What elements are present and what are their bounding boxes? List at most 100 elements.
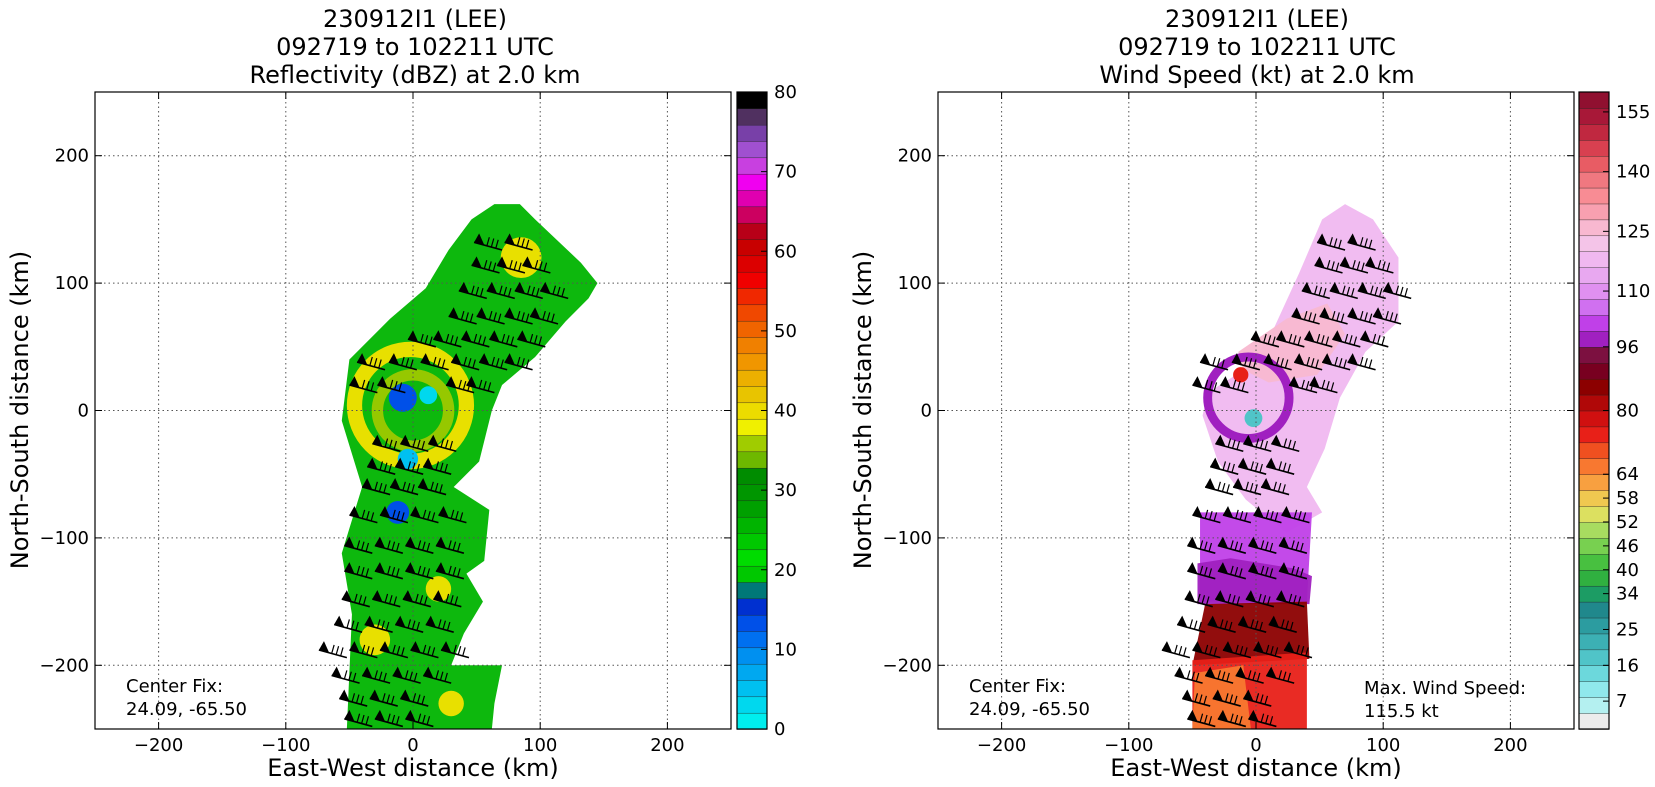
barb-feather — [1266, 542, 1269, 551]
barb-feather — [472, 286, 475, 295]
barb-feather — [412, 621, 415, 630]
center-fix-value: 24.09, -65.50 — [969, 699, 1090, 720]
barb-flag — [395, 615, 406, 628]
wind-barb — [433, 590, 461, 607]
barb-flag — [1347, 353, 1358, 365]
barb-feather — [1342, 286, 1345, 295]
barb-feather — [367, 381, 370, 390]
wind-barb — [319, 641, 347, 658]
wind-barb — [438, 506, 466, 523]
barb-feather — [447, 622, 450, 631]
barb-feather — [402, 647, 405, 656]
barb-flag — [433, 590, 444, 602]
barb-feather — [1213, 357, 1216, 366]
barb-feather — [498, 314, 501, 323]
wind-barb — [1223, 506, 1251, 523]
wind-barb — [1175, 666, 1203, 684]
barb-feather — [445, 673, 448, 682]
barb-flag — [1205, 478, 1216, 490]
barb-flag — [1187, 536, 1198, 549]
barb-shaft — [344, 571, 372, 579]
x-tick-label: −100 — [261, 735, 310, 756]
barb-feather — [1227, 463, 1230, 472]
colorbar-segment — [736, 598, 768, 616]
barb-feather — [382, 693, 385, 702]
wind-barb — [522, 256, 550, 273]
barb-feather — [440, 463, 443, 472]
barb-shaft — [405, 546, 433, 554]
colorbar-tick-label: 46 — [1616, 536, 1639, 557]
barb-feather — [514, 261, 517, 270]
barb-flag — [405, 562, 416, 574]
barb-feather — [389, 595, 392, 604]
barb-flag — [1266, 666, 1277, 679]
barb-feather — [522, 312, 525, 321]
barb-shaft — [423, 675, 451, 683]
barb-flag — [1278, 536, 1290, 549]
barb-feather — [391, 696, 394, 705]
barb-flag — [489, 330, 500, 342]
barb-feather — [1383, 261, 1386, 270]
wind-barb — [1246, 590, 1274, 607]
barb-feather — [1365, 239, 1368, 248]
colorbar-segment — [736, 663, 768, 681]
barb-feather — [1330, 237, 1333, 246]
barb-feather — [1273, 337, 1276, 346]
x-tick-label: 100 — [1366, 735, 1400, 756]
barb-flag — [423, 457, 434, 470]
barb-flag — [1383, 281, 1394, 294]
barb-feather — [384, 463, 387, 472]
barb-shaft — [1279, 546, 1307, 554]
barb-feather — [1248, 670, 1251, 679]
barb-shaft — [1266, 675, 1294, 683]
barb-flag — [367, 457, 378, 470]
barb-feather — [1261, 540, 1264, 549]
barb-feather — [1283, 484, 1286, 493]
wind-barb — [1266, 666, 1294, 684]
wind-barb — [1223, 641, 1251, 658]
barb-flag — [379, 641, 391, 653]
colorbar-segment — [1578, 410, 1610, 428]
chart-title-line1: 230912I1 (LEE) — [1165, 5, 1349, 33]
barb-feather — [438, 358, 441, 367]
barb-feather — [1322, 335, 1325, 344]
x-tick-label: 0 — [407, 735, 418, 756]
barb-feather — [1235, 567, 1238, 576]
barb-feather — [402, 512, 405, 521]
center-fix-label: Center Fix: — [969, 676, 1066, 697]
barb-feather — [410, 672, 413, 681]
barb-flag — [1301, 281, 1312, 294]
wind-barb — [428, 434, 456, 452]
barb-flag — [1253, 506, 1264, 518]
barb-feather — [1351, 288, 1354, 297]
wind-barb — [505, 353, 533, 370]
axis-ticks: −200 −100 0 100 200 −200 −100 0 100 200 — [883, 92, 1574, 756]
barb-flag — [400, 434, 411, 447]
barb-feather — [413, 693, 416, 702]
barb-shaft — [344, 719, 372, 727]
colorbar-segment — [736, 271, 768, 289]
colorbar-tick-label: 34 — [1616, 584, 1639, 605]
colorbar-segment — [1578, 362, 1610, 380]
barb-feather — [1260, 464, 1263, 473]
wind-barb — [459, 281, 487, 299]
barb-feather — [501, 360, 504, 369]
barb-feather — [366, 543, 369, 552]
barb-shaft — [395, 625, 423, 633]
colorbar-tick-label: 10 — [774, 639, 797, 660]
barb-feather — [1187, 670, 1190, 679]
barb-feather — [417, 622, 420, 631]
barb-feather — [534, 335, 537, 344]
wind-barb — [400, 434, 428, 452]
colorbar-segment — [736, 353, 768, 371]
reflectivity-colorbar: 0 10 20 30 40 50 60 70 80 — [736, 82, 797, 740]
barb-feather — [407, 483, 410, 492]
barb-shaft — [530, 316, 558, 324]
wind-barb — [1205, 478, 1233, 495]
barb-shaft — [1233, 487, 1261, 495]
barb-feather — [493, 263, 496, 272]
barb-shaft — [1205, 487, 1233, 495]
barb-feather — [446, 594, 449, 603]
